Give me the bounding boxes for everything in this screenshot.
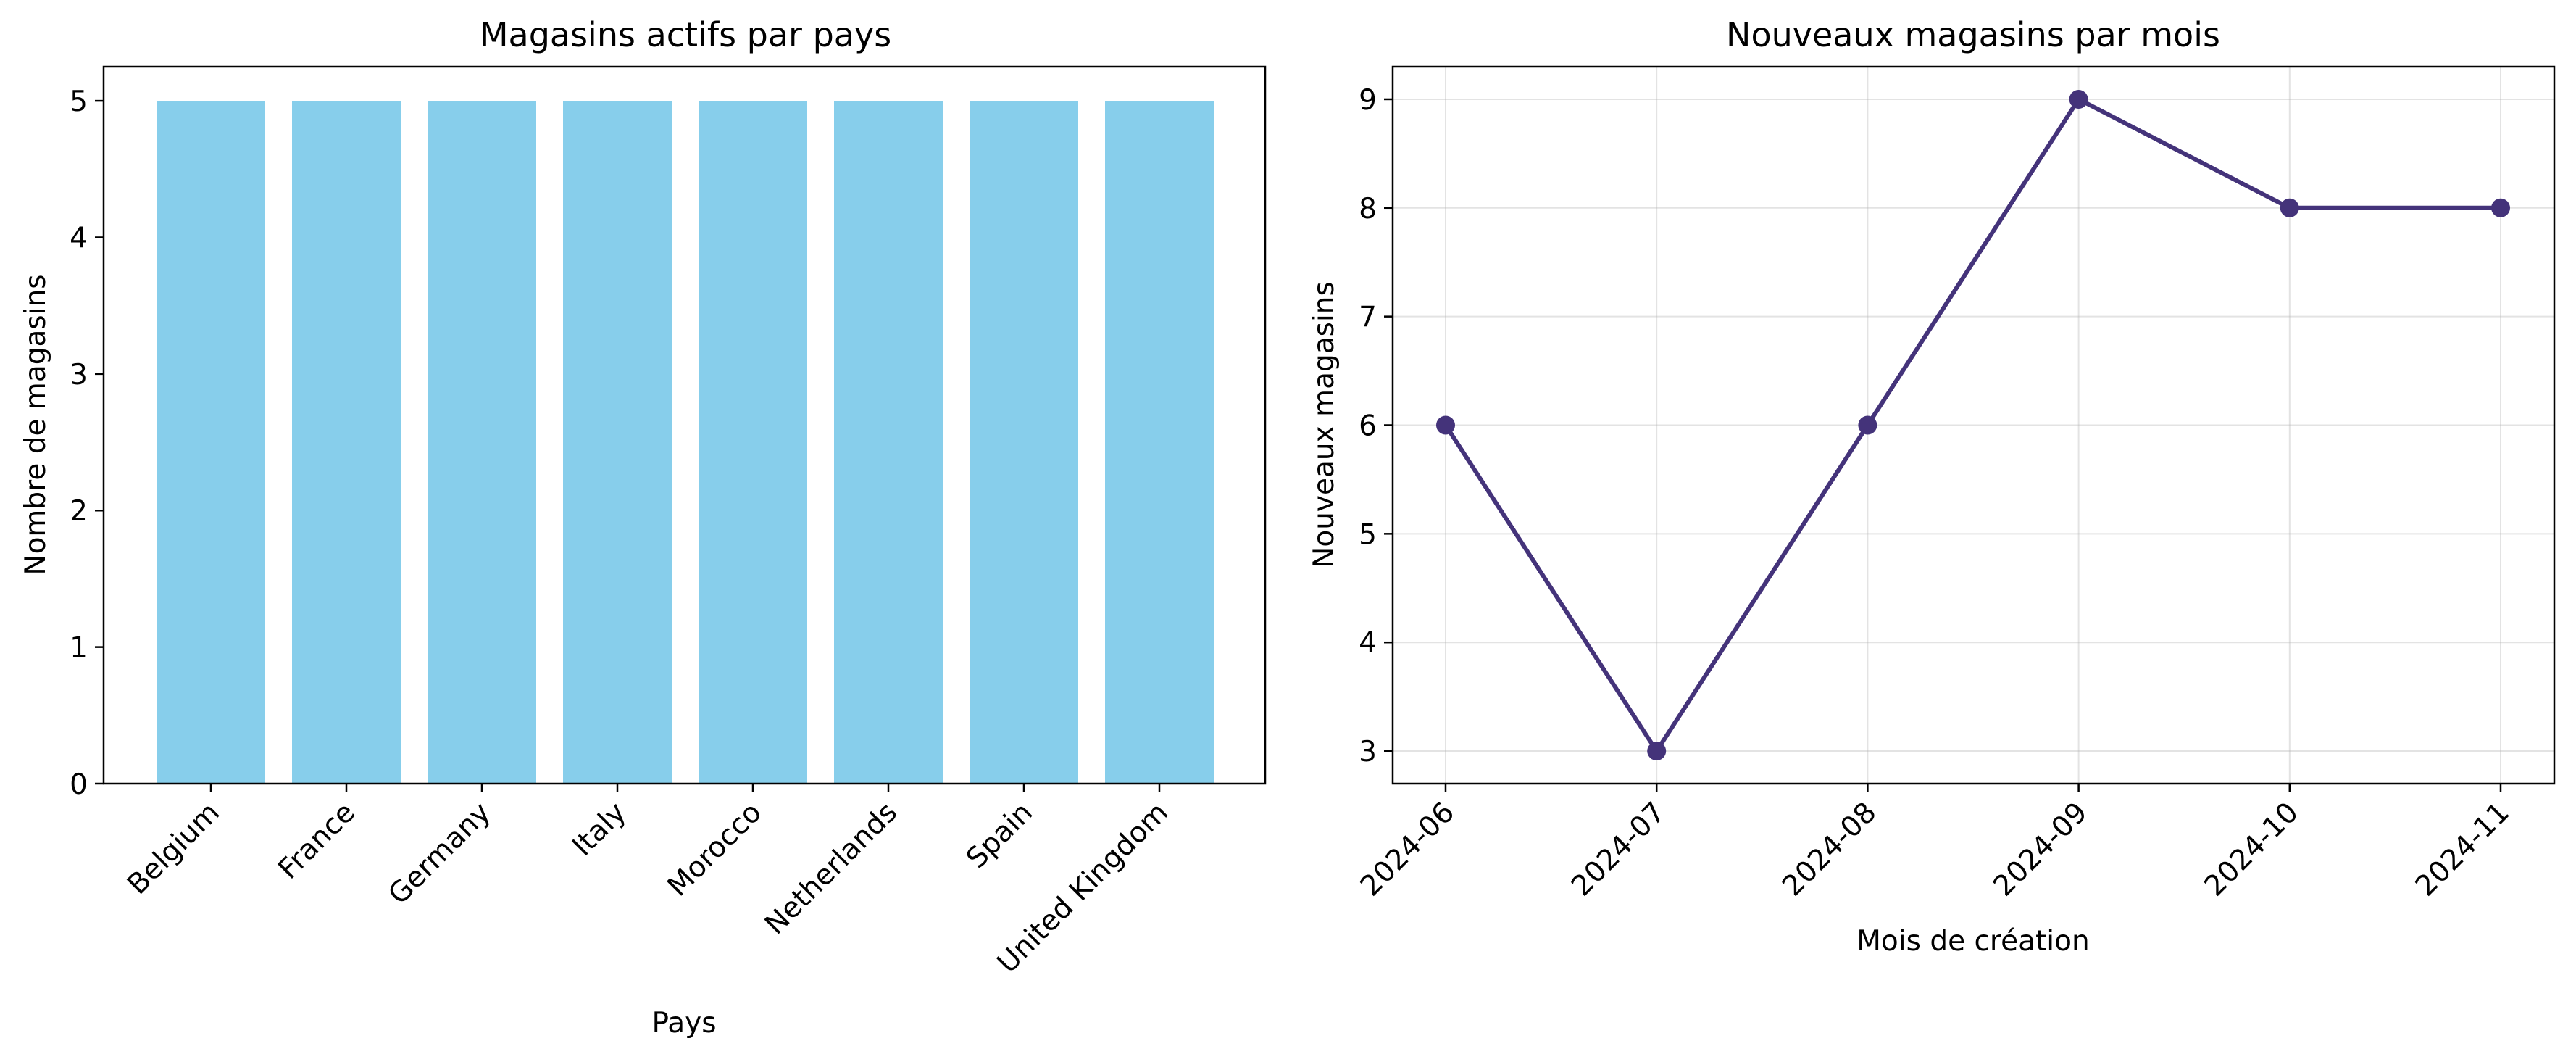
y-tick-label: 6 bbox=[1359, 410, 1377, 443]
y-tick-label: 9 bbox=[1359, 84, 1377, 117]
bar-chart-y-ticks: 0 1 2 3 4 5 bbox=[70, 86, 104, 801]
y-tick-label: 4 bbox=[1359, 627, 1377, 660]
x-tick-label: 2024-08 bbox=[1776, 796, 1883, 903]
y-tick-label: 8 bbox=[1359, 193, 1377, 225]
x-tick-label: 2024-11 bbox=[2409, 796, 2516, 903]
bar bbox=[699, 101, 807, 784]
data-point bbox=[2280, 198, 2299, 217]
x-tick-label: France bbox=[272, 796, 362, 886]
x-tick-label: Spain bbox=[960, 796, 1039, 875]
bar-chart-title: Magasins actifs par pays bbox=[480, 15, 891, 54]
bar bbox=[1105, 101, 1214, 784]
x-tick-label: Netherlands bbox=[759, 796, 904, 941]
bar bbox=[970, 101, 1078, 784]
x-tick-label: Belgium bbox=[121, 796, 226, 901]
line-chart-grid bbox=[1393, 67, 2554, 784]
x-tick-label: 2024-06 bbox=[1354, 796, 1461, 903]
data-point bbox=[2491, 198, 2510, 217]
line-chart-plot-frame bbox=[1391, 65, 2556, 785]
line-chart: Nouveaux magasins par mois 2024-06 2024-0… bbox=[1308, 15, 2556, 958]
x-tick-label: Italy bbox=[566, 796, 633, 863]
line-chart-x-axis-label: Mois de création bbox=[1856, 925, 2089, 958]
bar bbox=[292, 101, 401, 784]
bar-chart-bars bbox=[157, 101, 1214, 784]
bar-chart-y-axis-label: Nombre de magasins bbox=[20, 274, 52, 575]
series-line bbox=[1443, 96, 2503, 754]
line-chart-title: Nouveaux magasins par mois bbox=[1726, 15, 2220, 54]
y-tick-label: 5 bbox=[1359, 518, 1377, 551]
x-tick-label: Germany bbox=[382, 796, 497, 911]
bar bbox=[428, 101, 536, 784]
bar-chart-x-ticks: Belgium France Germany Italy MoroccoNetherla… bbox=[121, 784, 1175, 979]
x-tick-label: 2024-09 bbox=[1988, 796, 2094, 903]
y-tick-label: 7 bbox=[1359, 302, 1377, 334]
line-chart-x-ticks: 2024-06 2024-07 2024-08 2024-09 2024-10 2024-… bbox=[1354, 784, 2516, 903]
bar-chart-plot-frame bbox=[102, 65, 1267, 785]
bar-chart: Magasins actifs par pays Belgium France Ge… bbox=[20, 15, 1267, 1040]
y-tick-label: 4 bbox=[70, 222, 88, 254]
line-chart-y-ticks: 3 4 5 6 7 8 9 bbox=[1359, 84, 1393, 768]
bar-chart-x-axis-label: Pays bbox=[651, 1007, 716, 1040]
y-tick-label: 5 bbox=[70, 86, 88, 118]
y-tick-label: 3 bbox=[70, 359, 88, 391]
line-chart-series bbox=[1436, 89, 2510, 761]
bar bbox=[157, 101, 265, 784]
y-tick-label: 0 bbox=[70, 768, 88, 801]
x-tick-label: 2024-07 bbox=[1565, 796, 1672, 903]
x-tick-label: Morocco bbox=[662, 796, 768, 903]
y-tick-label: 3 bbox=[1359, 736, 1377, 768]
data-point bbox=[1436, 415, 1455, 435]
y-tick-label: 1 bbox=[70, 632, 88, 665]
y-tick-label: 2 bbox=[70, 495, 88, 528]
line-chart-y-axis-label: Nouveaux magasins bbox=[1308, 281, 1341, 568]
x-tick-label: 2024-10 bbox=[2198, 796, 2305, 903]
bar bbox=[563, 101, 672, 784]
bar bbox=[834, 101, 943, 784]
data-point bbox=[1858, 415, 1877, 435]
data-point bbox=[1647, 742, 1667, 761]
data-point bbox=[2069, 89, 2088, 109]
